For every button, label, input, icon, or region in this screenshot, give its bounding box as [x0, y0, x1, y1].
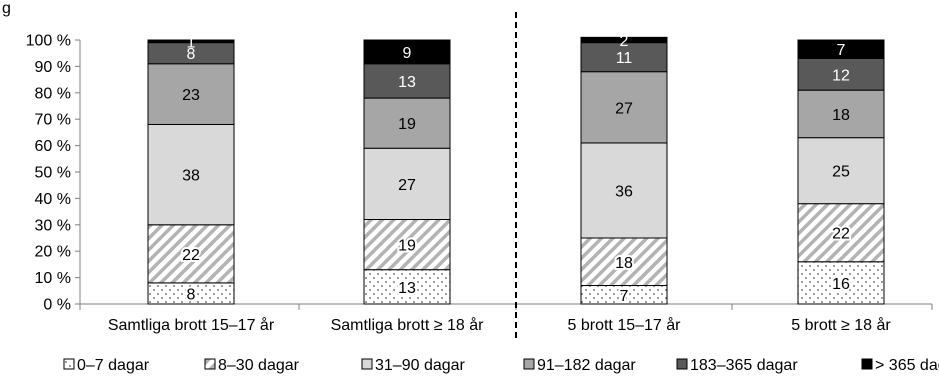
legend-label: 31–90 dagar: [375, 357, 466, 374]
legend: 0–7 dagar 8–30 dagar 31–90 dagar 91–182 dag…: [64, 357, 939, 374]
data-label: 7: [837, 42, 846, 59]
data-label: 16: [832, 276, 850, 293]
y-tick-label: 20 %: [35, 244, 71, 261]
y-tick-label: 80 %: [35, 85, 71, 102]
data-label: 18: [615, 255, 633, 272]
y-tick-label: 30 %: [35, 217, 71, 234]
legend-label: 91–182 dagar: [537, 357, 636, 374]
legend-swatch: [205, 359, 215, 369]
data-label: 22: [182, 247, 200, 264]
data-label: 19: [398, 116, 416, 133]
data-label: 22: [832, 226, 850, 243]
data-label: 2: [620, 33, 629, 50]
data-label: 8: [187, 286, 196, 303]
data-label: 7: [620, 288, 629, 305]
data-label: 13: [398, 280, 416, 297]
data-label: 27: [615, 100, 633, 117]
legend-label: > 365 dagar: [875, 357, 939, 374]
data-label: 25: [832, 164, 850, 181]
legend-label: 8–30 dagar: [218, 357, 300, 374]
category-label: Samtliga brott 15–17 år: [108, 316, 275, 334]
legend-label: 0–7 dagar: [77, 357, 150, 374]
y-tick-label: 10 %: [35, 270, 71, 287]
y-tick-label: 70 %: [35, 112, 71, 129]
category-label: 5 brott 15–17 år: [568, 316, 682, 334]
category-label: Samtliga brott ≥ 18 år: [331, 316, 485, 334]
y-tick-label: 0 %: [43, 297, 71, 314]
data-label: 12: [832, 67, 850, 84]
data-label: 19: [398, 238, 416, 255]
data-label: 1: [187, 34, 196, 51]
legend-swatch: [677, 359, 687, 369]
legend-label: 183–365 dagar: [690, 357, 798, 374]
data-label: 9: [403, 45, 412, 62]
y-tick-label: 40 %: [35, 191, 71, 208]
chart-title: g: [2, 0, 11, 17]
y-tick-label: 90 %: [35, 59, 71, 76]
data-label: 36: [615, 183, 633, 200]
data-label: 11: [616, 50, 633, 67]
legend-swatch: [362, 359, 372, 369]
legend-swatch: [64, 359, 74, 369]
legend-swatch: [862, 359, 872, 369]
data-label: 38: [182, 168, 200, 185]
data-label: 27: [398, 177, 416, 194]
data-label: 13: [398, 74, 416, 91]
category-label: 5 brott ≥ 18 år: [791, 316, 891, 334]
data-label: 23: [182, 87, 200, 104]
y-tick-label: 100 %: [26, 33, 71, 50]
data-label: 18: [832, 107, 850, 124]
y-tick-label: 60 %: [35, 138, 71, 155]
y-tick-label: 50 %: [35, 165, 71, 182]
legend-swatch: [524, 359, 534, 369]
